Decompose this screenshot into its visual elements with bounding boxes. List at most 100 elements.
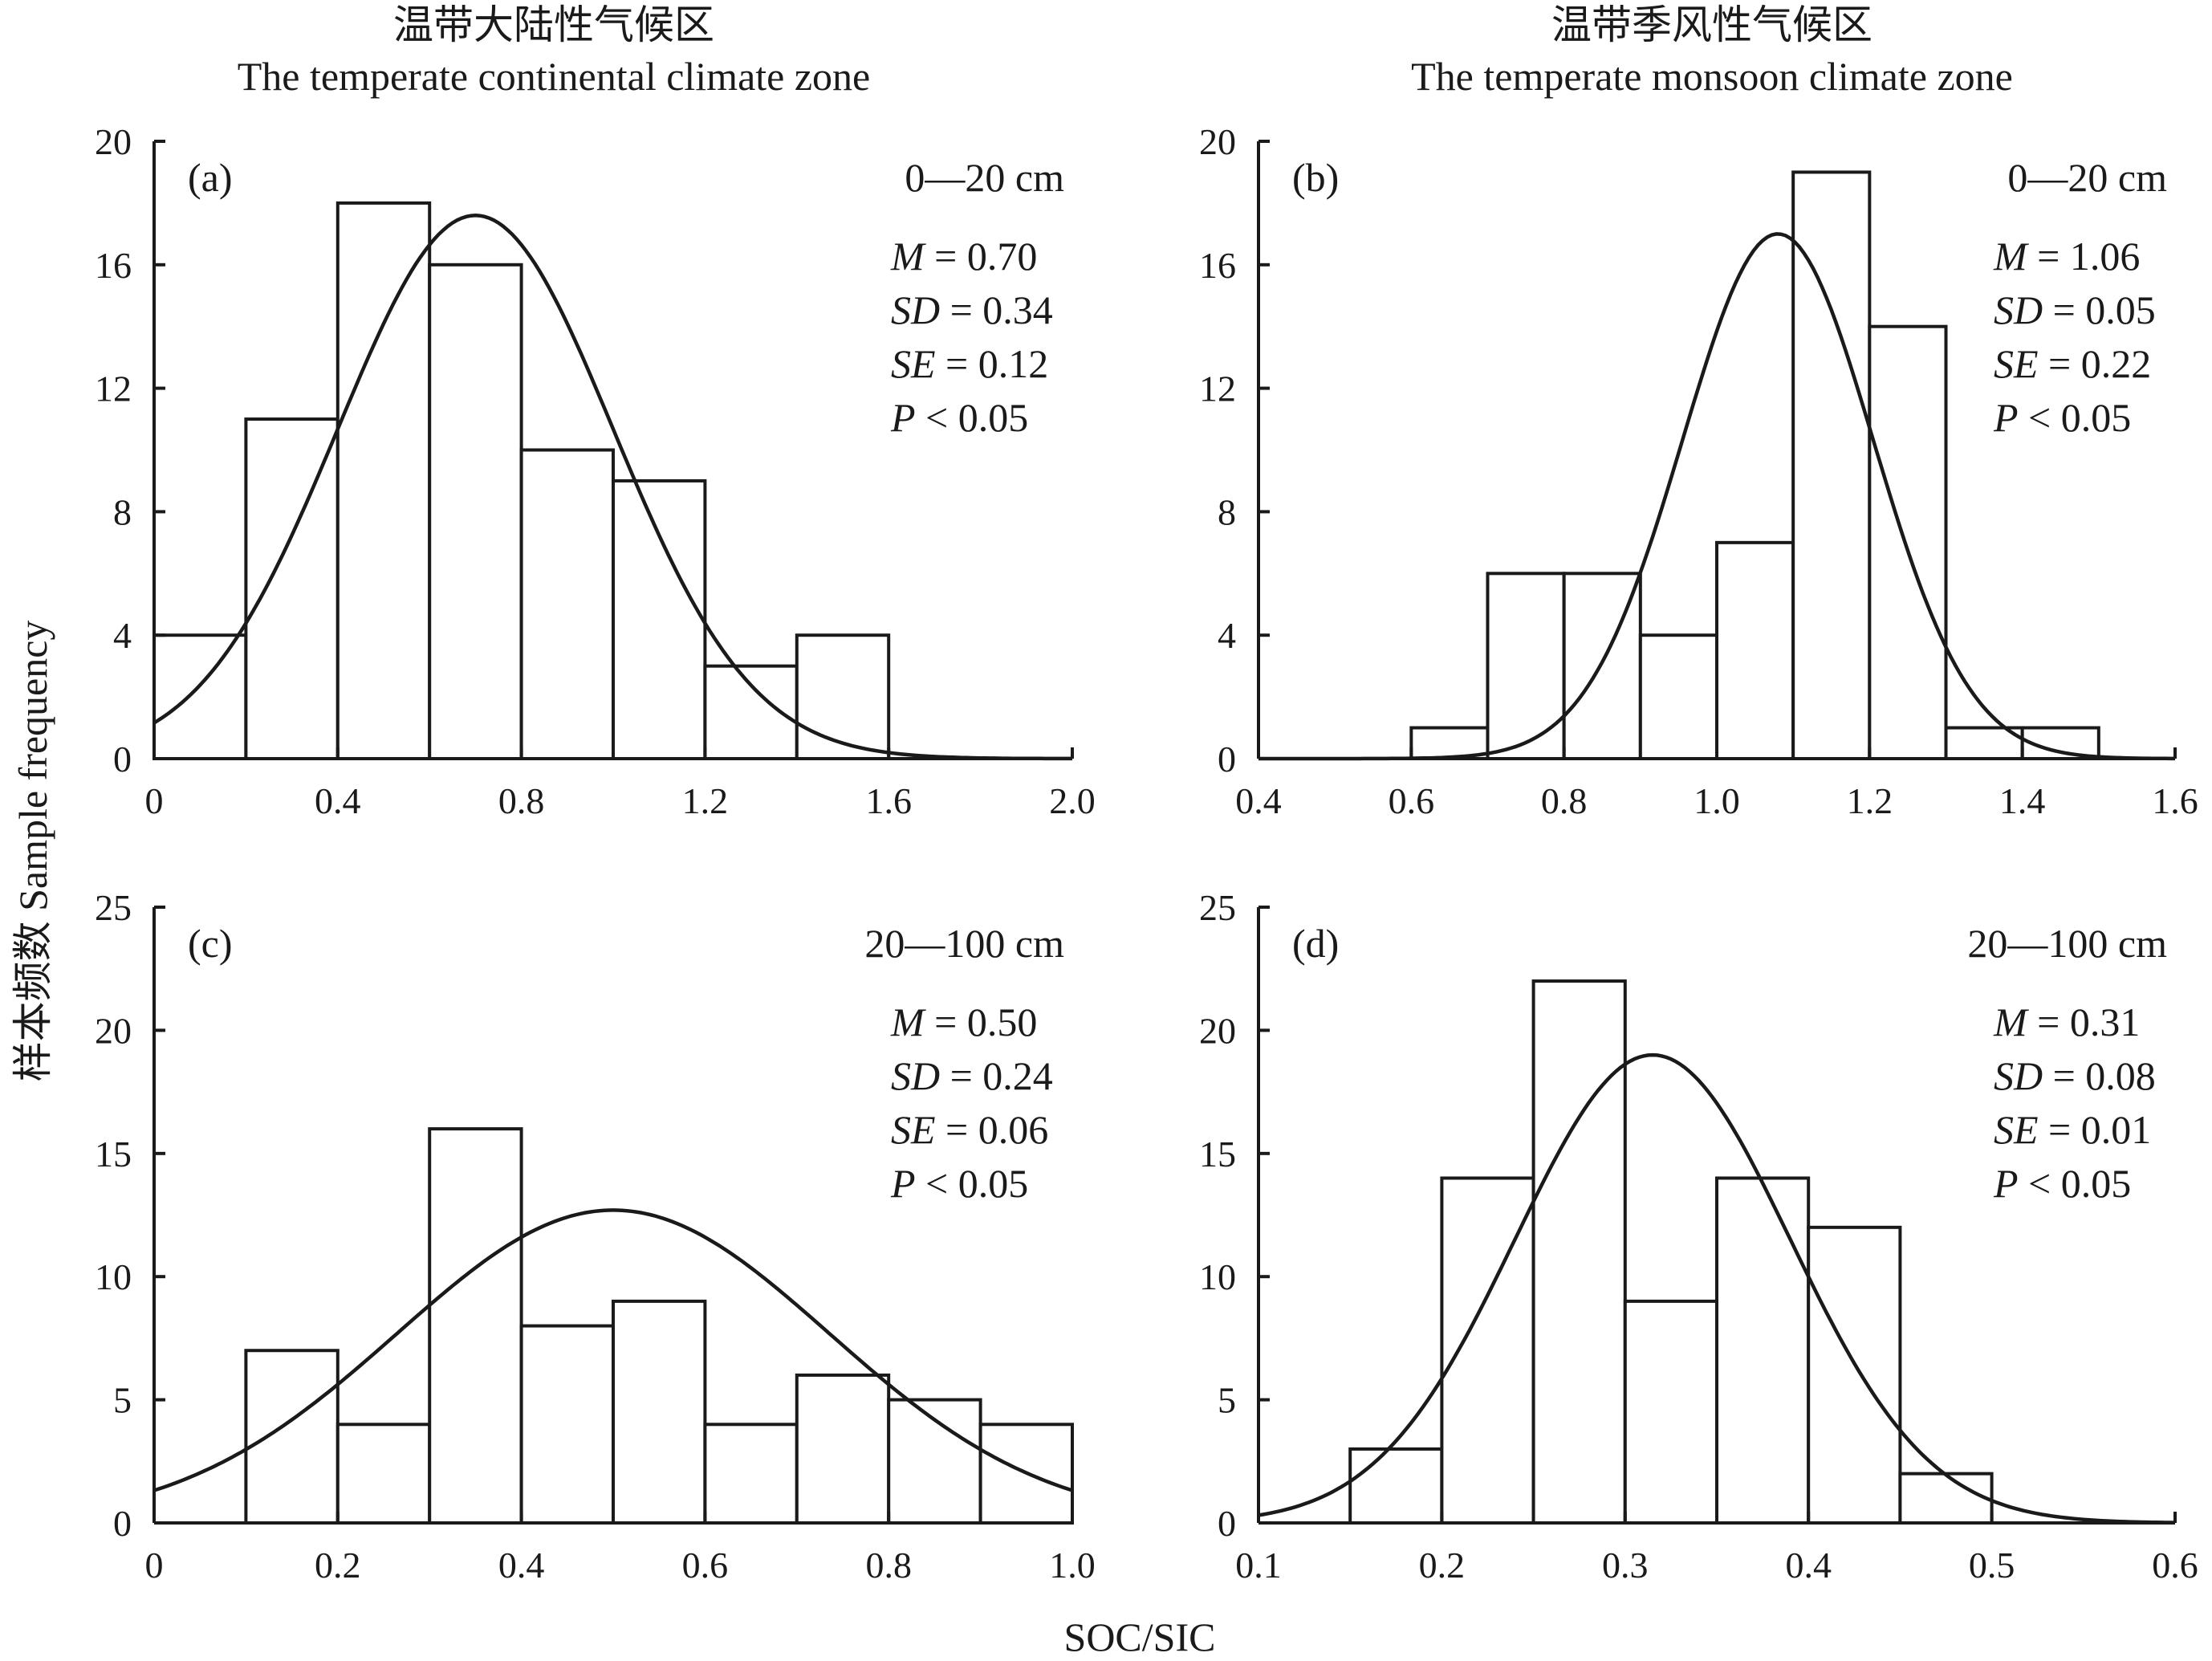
stat-m: M = 0.31 <box>1993 999 2140 1044</box>
panel-label: (b) <box>1292 155 1339 200</box>
x-tick-label: 1.4 <box>1999 780 2046 821</box>
bar <box>152 633 248 761</box>
y-tick-label: 4 <box>1218 615 1236 656</box>
stat-sd: SD = 0.24 <box>891 1053 1053 1098</box>
x-tick-label: 0.3 <box>1602 1545 1649 1586</box>
stat-se: SE = 0.06 <box>891 1107 1048 1152</box>
y-tick-label: 15 <box>1199 1134 1236 1175</box>
x-tick-label: 0 <box>145 780 164 821</box>
x-tick-label: 1.2 <box>1847 780 1893 821</box>
y-tick-label: 20 <box>1199 1010 1236 1051</box>
bar <box>428 263 523 760</box>
bar <box>428 1127 523 1525</box>
x-tick-label: 0.6 <box>2152 1545 2198 1586</box>
chart-panel-3: 0 5 10 15 20 25 0 0.2 0.4 0.6 0.8 1.0 (c) 20—100 cm M … <box>95 887 1096 1586</box>
column-title-continental-zh: 温带大陆性气候区 <box>393 2 714 47</box>
bar <box>1623 1299 1719 1525</box>
depth-label: 0—20 cm <box>905 155 1064 200</box>
bar <box>612 1299 707 1525</box>
y-tick-label: 16 <box>1199 245 1236 286</box>
column-title-monsoon-en: The temperate monsoon climate zone <box>1411 54 2013 99</box>
stat-m: M = 0.70 <box>890 234 1037 279</box>
y-tick-label: 25 <box>95 887 132 928</box>
bar <box>519 448 615 760</box>
bar <box>519 1324 615 1525</box>
y-tick-label: 12 <box>95 368 132 409</box>
y-axis-title: 样本频数 Sample frequency <box>10 621 55 1082</box>
bar <box>703 1423 799 1525</box>
stat-se: SE = 0.01 <box>1994 1107 2151 1152</box>
bar <box>795 633 891 761</box>
bar <box>1898 1472 1994 1525</box>
bar <box>1868 324 1948 760</box>
normal-curve <box>153 1208 1073 1492</box>
x-tick-label: 0.1 <box>1235 1545 1282 1586</box>
x-tick-label: 0.6 <box>682 1545 729 1586</box>
normal-curve <box>152 214 1072 761</box>
chart-panel-2: 0 4 8 12 16 20 0.4 0.6 0.8 1.0 1.2 1.4 1.6 (b) 0—20 cm… <box>1199 121 2198 821</box>
bar <box>1715 540 1795 760</box>
depth-label: 0—20 cm <box>2007 155 2167 200</box>
bar <box>1791 170 1872 760</box>
y-tick-label: 4 <box>113 615 132 656</box>
stat-p: P < 0.05 <box>1993 1161 2131 1206</box>
x-tick-label: 0.6 <box>1389 780 1435 821</box>
x-tick-label: 0.4 <box>1785 1545 1832 1586</box>
stat-sd: SD = 0.34 <box>891 287 1053 332</box>
bar <box>1715 1176 1811 1525</box>
x-axis-title: SOC/SIC <box>1064 1614 1216 1659</box>
y-tick-label: 25 <box>1199 887 1236 928</box>
bar <box>1486 572 1566 760</box>
x-tick-label: 0.8 <box>1541 780 1588 821</box>
chart-panel-1: 0 4 8 12 16 20 0 0.4 0.8 1.2 1.6 2.0 (a) 0—20 cm M = 0… <box>95 121 1096 821</box>
y-tick-label: 0 <box>113 1503 132 1544</box>
bar <box>1531 979 1627 1525</box>
y-tick-label: 10 <box>95 1256 132 1297</box>
stat-p: P < 0.05 <box>890 1161 1028 1206</box>
stat-sd: SD = 0.08 <box>1994 1053 2156 1098</box>
y-tick-label: 8 <box>1218 491 1236 532</box>
y-tick-label: 8 <box>113 491 132 532</box>
bar <box>1348 1447 1444 1525</box>
bar <box>244 417 340 760</box>
y-tick-label: 20 <box>95 121 132 162</box>
y-tick-label: 5 <box>113 1380 132 1421</box>
x-tick-label: 0.8 <box>498 780 545 821</box>
x-tick-label: 1.0 <box>1694 780 1740 821</box>
y-tick-label: 0 <box>113 739 132 780</box>
stat-se: SE = 0.22 <box>1994 341 2151 386</box>
y-tick-label: 15 <box>95 1134 132 1175</box>
bar <box>1638 633 1719 761</box>
x-tick-label: 0.4 <box>498 1545 545 1586</box>
y-tick-label: 5 <box>1218 1380 1236 1421</box>
y-tick-label: 16 <box>95 245 132 286</box>
stat-sd: SD = 0.05 <box>1994 287 2156 332</box>
stat-se: SE = 0.12 <box>891 341 1048 386</box>
x-tick-label: 1.6 <box>2152 780 2198 821</box>
depth-label: 20—100 cm <box>864 921 1064 966</box>
y-tick-label: 20 <box>1199 121 1236 162</box>
column-title-continental-en: The temperate continental climate zone <box>238 54 871 99</box>
bar <box>795 1373 891 1525</box>
panel-label: (d) <box>1292 921 1339 966</box>
y-tick-label: 12 <box>1199 368 1236 409</box>
x-tick-label: 0.2 <box>1419 1545 1466 1586</box>
x-tick-label: 1.0 <box>1049 1545 1096 1586</box>
stat-m: M = 0.50 <box>890 999 1037 1044</box>
x-tick-label: 1.6 <box>865 780 912 821</box>
x-tick-label: 0.4 <box>1235 780 1282 821</box>
stat-p: P < 0.05 <box>890 395 1028 440</box>
y-tick-label: 0 <box>1218 739 1236 780</box>
y-tick-label: 10 <box>1199 1256 1236 1297</box>
column-title-monsoon-zh: 温带季风性气候区 <box>1551 2 1872 47</box>
chart-panel-4: 0 5 10 15 20 25 0.1 0.2 0.3 0.4 0.5 0.6 (d) 20—100 cm… <box>1199 887 2198 1586</box>
x-tick-label: 0.5 <box>1969 1545 2015 1586</box>
bar <box>244 1349 340 1525</box>
panel-label: (c) <box>188 921 233 966</box>
bar <box>612 478 707 760</box>
x-tick-label: 1.2 <box>682 780 729 821</box>
panel-label: (a) <box>188 155 233 200</box>
x-tick-label: 0 <box>145 1545 164 1586</box>
y-tick-label: 20 <box>95 1010 132 1051</box>
